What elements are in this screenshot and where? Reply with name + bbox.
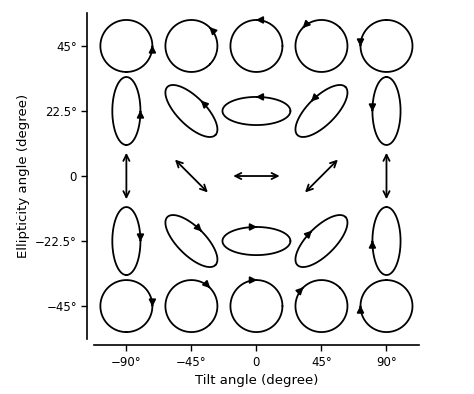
Y-axis label: Ellipticity angle (degree): Ellipticity angle (degree)	[17, 94, 29, 258]
X-axis label: Tilt angle (degree): Tilt angle (degree)	[195, 374, 318, 387]
